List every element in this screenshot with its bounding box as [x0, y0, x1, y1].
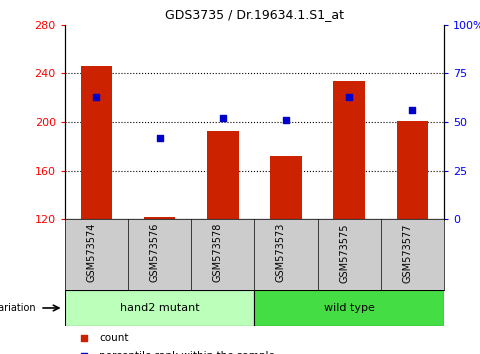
Text: count: count [99, 332, 129, 343]
Text: GSM573574: GSM573574 [86, 223, 96, 282]
Text: genotype/variation: genotype/variation [0, 303, 36, 313]
Text: GSM573573: GSM573573 [276, 223, 286, 282]
Point [282, 118, 290, 123]
Point [219, 115, 227, 121]
Bar [207, 131, 239, 219]
Bar [270, 156, 302, 219]
Text: wild type: wild type [324, 303, 374, 313]
Bar [254, 290, 444, 326]
Title: GDS3735 / Dr.19634.1.S1_at: GDS3735 / Dr.19634.1.S1_at [165, 8, 344, 21]
Point [345, 94, 353, 99]
Bar [65, 290, 254, 326]
Text: percentile rank within the sample: percentile rank within the sample [99, 351, 275, 354]
Point [156, 135, 163, 141]
Point [93, 94, 100, 99]
Text: hand2 mutant: hand2 mutant [120, 303, 199, 313]
Point [80, 335, 88, 341]
Bar [334, 81, 365, 219]
Text: GSM573577: GSM573577 [402, 223, 412, 282]
Text: GSM573575: GSM573575 [339, 223, 349, 282]
Text: GSM573578: GSM573578 [213, 223, 223, 282]
Point [408, 108, 416, 113]
Text: GSM573576: GSM573576 [150, 223, 159, 282]
Bar [81, 66, 112, 219]
Bar [144, 217, 175, 219]
Point [80, 353, 88, 354]
Bar [396, 121, 428, 219]
